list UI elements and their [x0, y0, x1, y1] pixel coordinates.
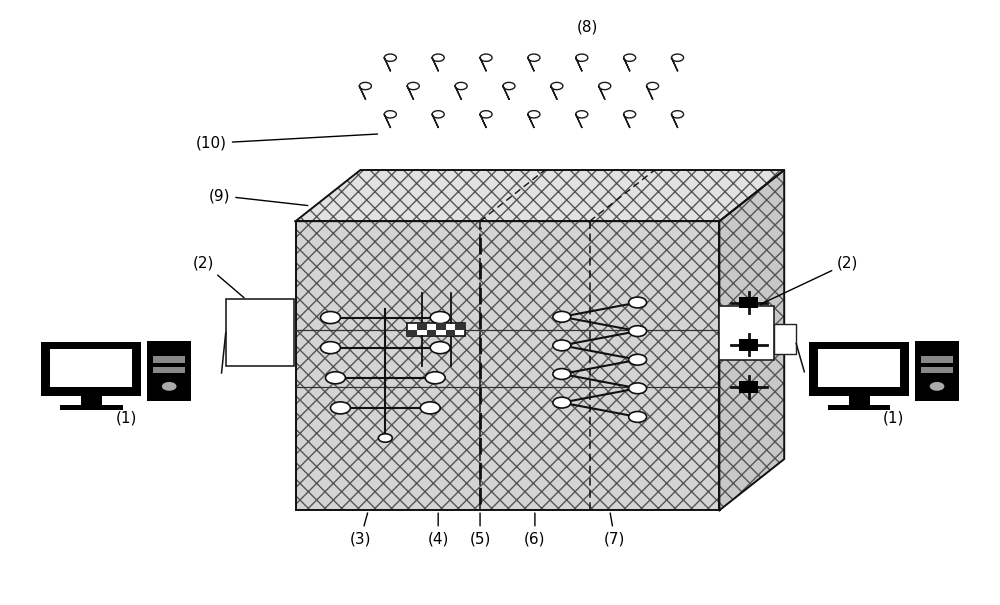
- Bar: [417, 323, 427, 330]
- Bar: [739, 339, 758, 351]
- Bar: [153, 367, 185, 373]
- Text: (2): (2): [193, 255, 244, 298]
- Bar: [739, 381, 758, 393]
- Circle shape: [553, 368, 571, 379]
- Circle shape: [553, 397, 571, 408]
- Polygon shape: [528, 111, 540, 127]
- Polygon shape: [599, 82, 611, 99]
- Circle shape: [378, 434, 392, 442]
- Polygon shape: [719, 170, 784, 510]
- Circle shape: [629, 411, 647, 422]
- Bar: [60, 405, 123, 410]
- Polygon shape: [480, 54, 492, 71]
- Text: (1): (1): [883, 411, 905, 426]
- Polygon shape: [503, 82, 515, 99]
- Text: (5): (5): [469, 513, 491, 546]
- Circle shape: [420, 402, 440, 414]
- Circle shape: [320, 342, 340, 354]
- Polygon shape: [551, 82, 563, 99]
- Bar: [915, 341, 959, 401]
- Bar: [849, 394, 870, 406]
- Polygon shape: [576, 111, 588, 127]
- Bar: [50, 348, 132, 387]
- Bar: [719, 306, 774, 360]
- Bar: [739, 296, 758, 309]
- Bar: [809, 342, 909, 396]
- Polygon shape: [432, 111, 444, 127]
- Polygon shape: [528, 54, 540, 71]
- Polygon shape: [455, 82, 467, 99]
- Bar: [407, 323, 465, 336]
- Polygon shape: [647, 82, 659, 99]
- Text: (8): (8): [577, 19, 598, 34]
- Circle shape: [553, 340, 571, 351]
- Circle shape: [162, 382, 177, 391]
- Bar: [921, 356, 953, 363]
- Bar: [828, 405, 890, 410]
- Text: (7): (7): [604, 513, 625, 546]
- Polygon shape: [624, 54, 636, 71]
- Bar: [427, 330, 436, 336]
- Polygon shape: [296, 170, 784, 221]
- Circle shape: [430, 342, 450, 354]
- Circle shape: [629, 383, 647, 394]
- Bar: [226, 299, 294, 366]
- Circle shape: [425, 371, 445, 384]
- Polygon shape: [480, 111, 492, 127]
- Circle shape: [930, 382, 944, 391]
- Circle shape: [629, 355, 647, 365]
- Bar: [774, 324, 796, 354]
- Circle shape: [629, 325, 647, 336]
- Text: (9): (9): [209, 188, 308, 206]
- Bar: [921, 367, 953, 373]
- Bar: [147, 341, 191, 401]
- Circle shape: [629, 297, 647, 308]
- Polygon shape: [296, 221, 719, 510]
- Polygon shape: [384, 54, 396, 71]
- Bar: [436, 323, 446, 330]
- Text: (10): (10): [196, 134, 378, 151]
- Polygon shape: [359, 82, 371, 99]
- Bar: [41, 342, 141, 396]
- Polygon shape: [624, 111, 636, 127]
- Circle shape: [553, 312, 571, 322]
- Bar: [81, 394, 102, 406]
- Polygon shape: [576, 54, 588, 71]
- Bar: [455, 323, 465, 330]
- Polygon shape: [407, 82, 419, 99]
- Circle shape: [325, 371, 345, 384]
- Text: (4): (4): [427, 513, 449, 546]
- Polygon shape: [384, 111, 396, 127]
- Bar: [153, 356, 185, 363]
- Bar: [407, 330, 417, 336]
- Bar: [446, 330, 455, 336]
- Circle shape: [330, 402, 350, 414]
- Polygon shape: [671, 111, 684, 127]
- Polygon shape: [432, 54, 444, 71]
- Text: (1): (1): [115, 411, 137, 426]
- Text: (6): (6): [524, 513, 546, 546]
- Polygon shape: [671, 54, 684, 71]
- Circle shape: [320, 312, 340, 324]
- Bar: [818, 348, 900, 387]
- Circle shape: [430, 312, 450, 324]
- Text: (3): (3): [350, 513, 371, 546]
- Text: (2): (2): [760, 255, 858, 304]
